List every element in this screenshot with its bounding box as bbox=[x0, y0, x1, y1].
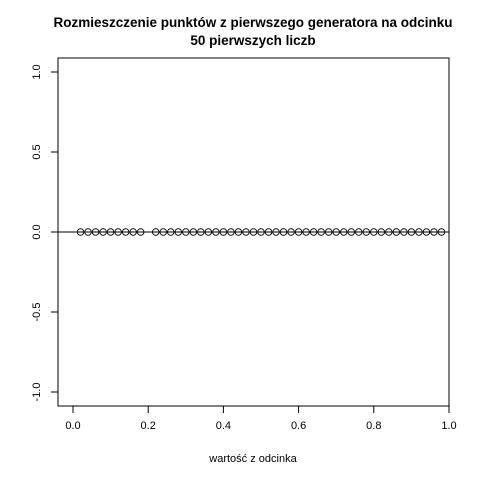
data-point bbox=[415, 228, 423, 236]
data-point bbox=[151, 228, 160, 236]
data-point bbox=[84, 228, 92, 236]
data-point bbox=[99, 228, 107, 236]
data-point bbox=[355, 228, 363, 236]
data-point bbox=[302, 228, 310, 236]
data-point bbox=[159, 228, 167, 236]
data-point bbox=[317, 228, 325, 236]
data-point bbox=[197, 228, 205, 236]
x-tick-label: 0.2 bbox=[141, 420, 156, 432]
data-point bbox=[167, 228, 175, 236]
points-layer bbox=[76, 228, 446, 236]
data-point bbox=[332, 228, 340, 236]
data-point bbox=[174, 228, 183, 236]
data-point bbox=[309, 228, 318, 236]
x-tick-label: 1.0 bbox=[441, 420, 456, 432]
data-point bbox=[339, 228, 348, 236]
data-point bbox=[76, 228, 85, 236]
data-point bbox=[257, 228, 265, 236]
data-point bbox=[279, 228, 288, 236]
data-point bbox=[362, 228, 371, 236]
data-point bbox=[91, 228, 100, 236]
data-point bbox=[106, 228, 115, 236]
data-point bbox=[212, 228, 220, 236]
data-point bbox=[392, 228, 401, 236]
data-point bbox=[385, 228, 393, 236]
data-point bbox=[294, 228, 303, 236]
chart-subtitle: 50 pierwszych liczb bbox=[190, 33, 315, 48]
data-point bbox=[121, 228, 130, 236]
x-tick-label: 0.6 bbox=[291, 420, 306, 432]
data-point bbox=[136, 228, 145, 236]
data-point bbox=[407, 228, 416, 236]
data-point bbox=[234, 228, 243, 236]
data-point bbox=[422, 228, 431, 236]
data-point bbox=[437, 228, 446, 236]
x-tick-label: 0.0 bbox=[65, 420, 80, 432]
data-point bbox=[272, 228, 280, 236]
y-tick-label: 1.0 bbox=[31, 64, 43, 79]
data-point bbox=[182, 228, 190, 236]
chart-title: Rozmieszczenie punktów z pierwszego gene… bbox=[53, 15, 452, 30]
x-axis-label: wartość z odcinka bbox=[208, 453, 297, 465]
y-tick-label: 0.5 bbox=[31, 144, 43, 159]
y-tick-label: 0.0 bbox=[31, 224, 43, 239]
data-point bbox=[347, 228, 355, 236]
y-tick-label: -1.0 bbox=[31, 383, 43, 402]
x-tick-label: 0.8 bbox=[366, 420, 381, 432]
data-point bbox=[227, 228, 235, 236]
y-axis: -1.0 -0.5 0.0 0.5 1.0 bbox=[31, 64, 59, 402]
data-point bbox=[324, 228, 333, 236]
y-tick-label: -0.5 bbox=[31, 303, 43, 322]
data-point bbox=[242, 228, 250, 236]
data-point bbox=[129, 228, 137, 236]
x-tick-label: 0.4 bbox=[216, 420, 231, 432]
data-point bbox=[219, 228, 228, 236]
data-point bbox=[189, 228, 198, 236]
data-point bbox=[114, 228, 122, 236]
data-point bbox=[377, 228, 386, 236]
data-point bbox=[430, 228, 438, 236]
data-point bbox=[400, 228, 408, 236]
data-point bbox=[249, 228, 258, 236]
data-point bbox=[287, 228, 295, 236]
data-point bbox=[204, 228, 213, 236]
x-axis: 0.0 0.2 0.4 0.6 0.8 1.0 bbox=[65, 405, 457, 432]
data-point bbox=[370, 228, 378, 236]
data-point bbox=[264, 228, 273, 236]
